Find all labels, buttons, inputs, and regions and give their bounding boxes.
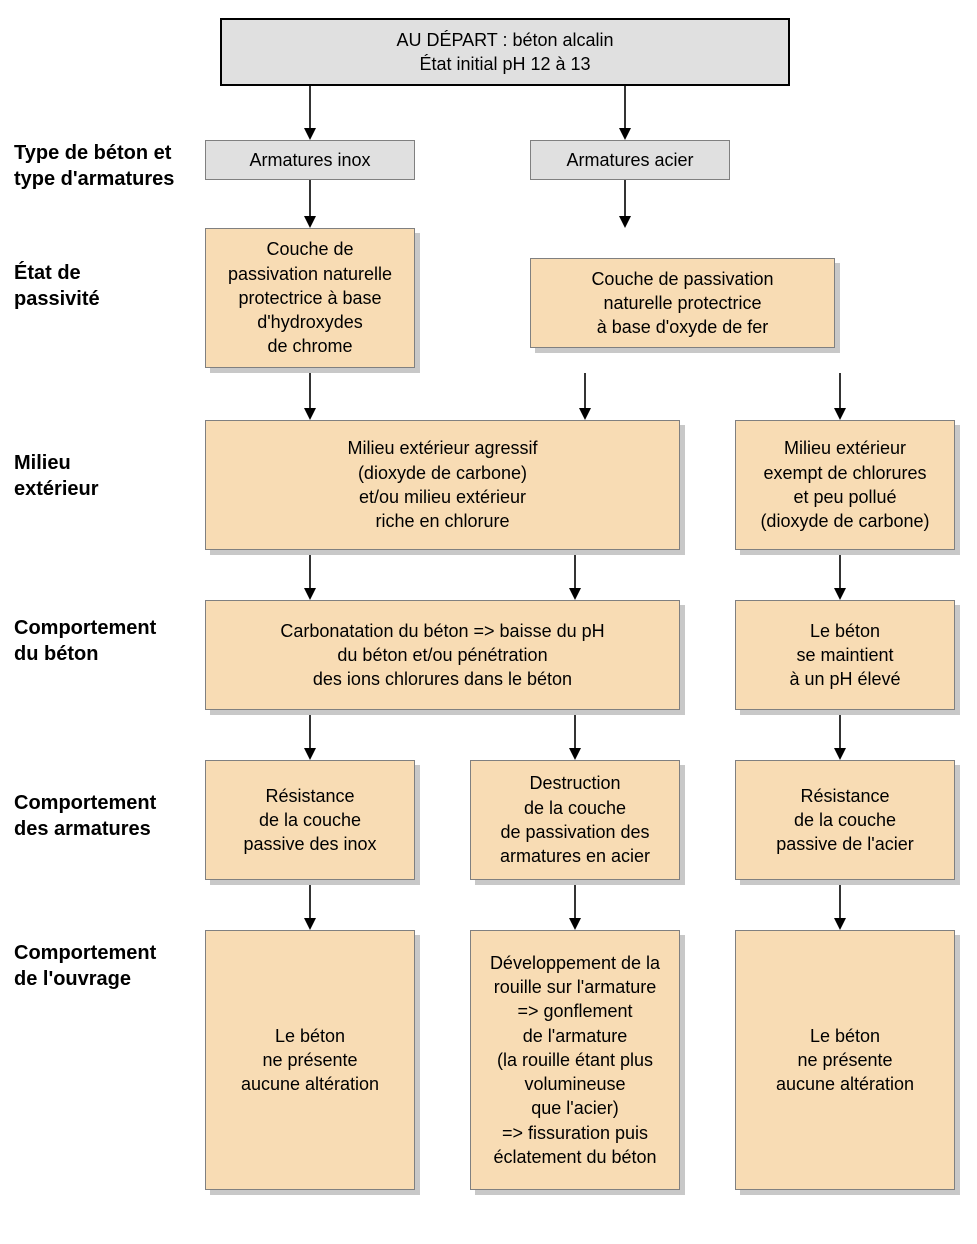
row-label-comp-beton: Comportement du béton bbox=[14, 615, 156, 667]
node-start: AU DÉPART : béton alcalin État initial p… bbox=[220, 18, 790, 86]
node-carbonatation: Carbonatation du béton => baisse du pH d… bbox=[205, 600, 680, 710]
node-destruction: Destruction de la couche de passivation … bbox=[470, 760, 680, 880]
node-pass-inox: Couche de passivation naturelle protectr… bbox=[205, 228, 415, 368]
node-ph-eleve: Le béton se maintient à un pH élevé bbox=[735, 600, 955, 710]
row-label-type: Type de béton et type d'armatures bbox=[14, 140, 174, 192]
row-label-comp-armatures: Comportement des armatures bbox=[14, 790, 156, 842]
row-label-passivite: État de passivité bbox=[14, 260, 100, 312]
node-pass-acier: Couche de passivation naturelle protectr… bbox=[530, 258, 835, 348]
node-start-line1: AU DÉPART : béton alcalin bbox=[396, 28, 613, 52]
node-alt-none-1: Le béton ne présente aucune altération bbox=[205, 930, 415, 1190]
node-acier: Armatures acier bbox=[530, 140, 730, 180]
row-label-comp-ouvrage: Comportement de l'ouvrage bbox=[14, 940, 156, 992]
node-alt-none-2: Le béton ne présente aucune altération bbox=[735, 930, 955, 1190]
node-start-line2: État initial pH 12 à 13 bbox=[419, 52, 590, 76]
node-res-inox: Résistance de la couche passive des inox bbox=[205, 760, 415, 880]
node-rouille: Développement de la rouille sur l'armatu… bbox=[470, 930, 680, 1190]
row-label-milieu: Milieu extérieur bbox=[14, 450, 99, 502]
node-milieu-sain: Milieu extérieur exempt de chlorures et … bbox=[735, 420, 955, 550]
node-inox: Armatures inox bbox=[205, 140, 415, 180]
node-res-acier: Résistance de la couche passive de l'aci… bbox=[735, 760, 955, 880]
node-milieu-agressif: Milieu extérieur agressif (dioxyde de ca… bbox=[205, 420, 680, 550]
